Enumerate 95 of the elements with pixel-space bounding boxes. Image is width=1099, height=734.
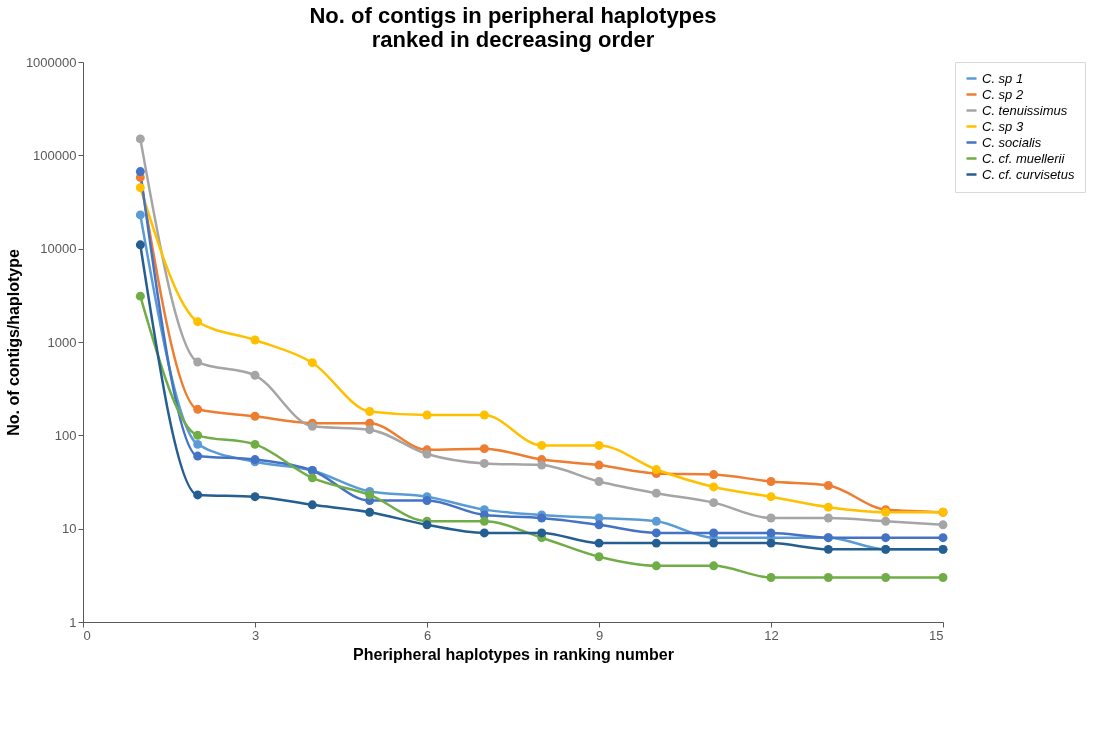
y-tick-label: 100 xyxy=(54,427,77,443)
point xyxy=(537,460,547,470)
point xyxy=(250,439,260,449)
point xyxy=(193,430,203,440)
point xyxy=(594,538,604,548)
point xyxy=(651,465,661,475)
point xyxy=(193,317,203,327)
point xyxy=(250,411,260,421)
point xyxy=(823,573,833,582)
point xyxy=(766,492,776,502)
point xyxy=(422,410,432,420)
point xyxy=(537,528,547,538)
point xyxy=(709,498,719,508)
point xyxy=(537,440,547,450)
x-tick-label: 15 xyxy=(929,627,944,643)
point xyxy=(307,358,317,368)
point xyxy=(135,210,145,220)
x-tick-label: 9 xyxy=(595,627,604,643)
point xyxy=(594,520,604,530)
point xyxy=(938,520,948,530)
point xyxy=(881,516,891,526)
point xyxy=(651,561,661,571)
point xyxy=(135,183,145,193)
legend-label: C. sp 3 xyxy=(982,118,1024,134)
x-tick-label: 3 xyxy=(251,627,260,643)
point xyxy=(766,573,776,582)
point xyxy=(709,538,719,548)
point xyxy=(766,528,776,538)
point xyxy=(709,470,719,480)
y-tick-label: 10 xyxy=(62,521,77,537)
point xyxy=(135,134,145,144)
point xyxy=(594,477,604,486)
x-tick-label: 6 xyxy=(423,627,432,643)
y-tick-label: 1000000 xyxy=(25,54,77,70)
point xyxy=(766,538,776,548)
point xyxy=(594,440,604,450)
y-tick-label: 100000 xyxy=(33,147,77,163)
point xyxy=(651,516,661,526)
legend-label: C. cf. muellerii xyxy=(982,150,1066,166)
point xyxy=(422,449,432,459)
chart-title: No. of contigs in peripheral haplotypes ranked in decreasing order xyxy=(309,3,717,52)
point xyxy=(823,481,833,490)
point xyxy=(479,528,489,538)
point xyxy=(193,451,203,461)
point xyxy=(193,404,203,414)
point xyxy=(766,513,776,523)
legend-label: C. tenuissimus xyxy=(982,102,1068,118)
point xyxy=(422,496,432,506)
point xyxy=(479,458,489,468)
point xyxy=(881,533,891,543)
point xyxy=(135,167,145,177)
point xyxy=(823,513,833,523)
point xyxy=(709,528,719,538)
point xyxy=(365,407,375,416)
point xyxy=(594,552,604,562)
point xyxy=(651,538,661,548)
point xyxy=(307,473,317,483)
x-axis-title: Pheripheral haplotypes in ranking number xyxy=(353,645,674,663)
point xyxy=(766,477,776,486)
point xyxy=(422,520,432,530)
point xyxy=(938,573,948,582)
point xyxy=(193,490,203,500)
x-tick-label: 0 xyxy=(83,627,91,643)
point xyxy=(193,357,203,367)
legend-label: C. sp 2 xyxy=(982,86,1024,102)
y-axis-title: No. of contigs/haplotype xyxy=(4,249,22,436)
point xyxy=(479,516,489,526)
point xyxy=(193,439,203,449)
x-tick-label: 12 xyxy=(764,627,779,643)
point xyxy=(594,460,604,470)
point xyxy=(709,561,719,571)
y-tick-label: 10000 xyxy=(40,241,77,257)
point xyxy=(881,573,891,582)
point xyxy=(651,528,661,538)
point xyxy=(250,492,260,502)
legend-label: C. cf. curvisetus xyxy=(982,166,1075,182)
point xyxy=(709,482,719,492)
point xyxy=(823,544,833,554)
y-tick-label: 1000 xyxy=(47,334,77,350)
point xyxy=(823,502,833,512)
point xyxy=(651,488,661,498)
point xyxy=(250,335,260,345)
legend-label: C. sp 1 xyxy=(982,70,1024,86)
legend-label: C. socialis xyxy=(982,134,1042,150)
point xyxy=(938,533,948,543)
y-tick-label: 1 xyxy=(69,614,77,630)
point xyxy=(250,370,260,380)
point xyxy=(479,444,489,454)
point xyxy=(479,410,489,420)
point xyxy=(135,291,145,301)
point xyxy=(365,425,375,435)
point xyxy=(365,490,375,500)
point xyxy=(135,240,145,250)
point xyxy=(307,500,317,510)
point xyxy=(365,507,375,517)
